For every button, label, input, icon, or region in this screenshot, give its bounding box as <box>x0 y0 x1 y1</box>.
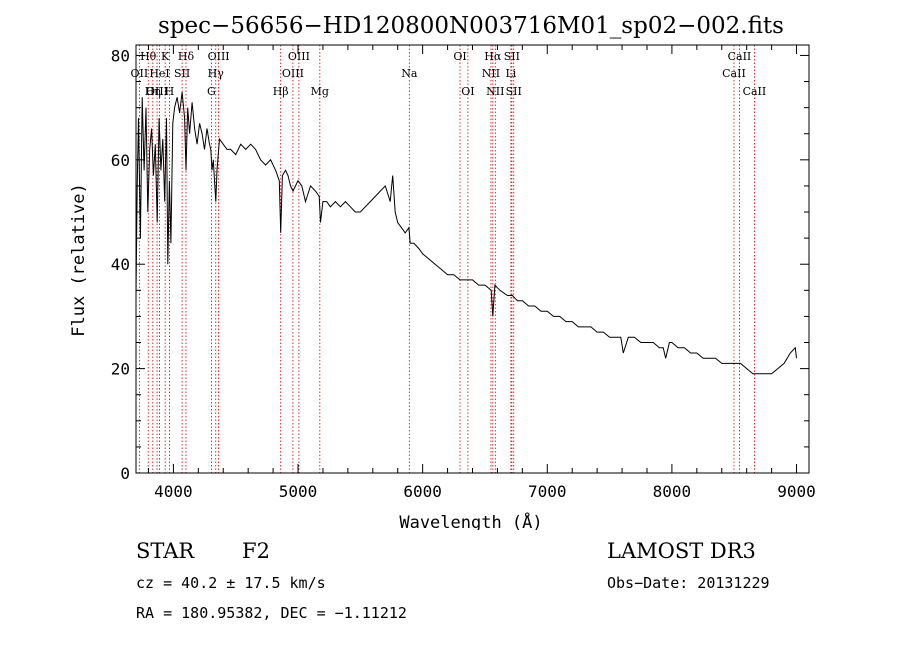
spectral-subclass: F2 <box>242 539 270 563</box>
emission-line-label: SII <box>174 67 190 80</box>
emission-line-label: K <box>161 50 170 63</box>
emission-line-label: Li <box>505 67 516 80</box>
emission-line-label: G <box>207 85 216 98</box>
survey-name: LAMOST DR3 <box>607 539 756 563</box>
object-type: STAR <box>136 539 195 563</box>
x-tick-label: 8000 <box>653 482 692 501</box>
x-tick-label: 7000 <box>528 482 567 501</box>
redshift-velocity: cz = 40.2 ± 17.5 km/s <box>136 574 326 592</box>
emission-line-label: OI <box>461 85 474 98</box>
emission-line-label: OII <box>131 67 149 80</box>
y-tick-label: 0 <box>120 464 130 483</box>
emission-line-label: SII <box>506 85 522 98</box>
emission-line-label: NII <box>486 85 504 98</box>
y-tick-label: 40 <box>111 255 130 274</box>
x-tick-label: 4000 <box>154 482 193 501</box>
emission-line-label: CaII <box>722 67 746 80</box>
plot-frame <box>135 44 810 474</box>
x-tick-label: 5000 <box>279 482 318 501</box>
emission-line-label: Hδ <box>178 50 195 63</box>
chart-title: spec−56656−HD120800N003716M01_sp02−002.f… <box>158 13 784 39</box>
emission-line-label: Hη <box>145 85 161 98</box>
x-axis-label: Wavelength (Å) <box>399 511 542 530</box>
y-axis-label: Flux (relative) <box>69 183 89 337</box>
emission-line-label: OI <box>453 50 466 63</box>
emission-line-label: OIII <box>282 67 304 80</box>
emission-line-label: SII <box>504 50 520 63</box>
emission-line-label: Hα <box>484 50 502 63</box>
y-axis: 0 20 40 60 80 <box>111 46 809 483</box>
emission-line-label: Hθ <box>140 50 157 63</box>
x-tick-label: 6000 <box>403 482 442 501</box>
spectrum-line <box>135 91 797 375</box>
y-tick-label: 60 <box>111 151 130 170</box>
spectrum-series <box>135 91 797 375</box>
coordinates: RA = 180.95382, DEC = −1.11212 <box>136 604 407 622</box>
y-tick-label: 20 <box>111 360 130 379</box>
emission-line-label: OIII <box>208 50 230 63</box>
x-axis: 4000 5000 6000 7000 8000 9000 <box>147 45 816 501</box>
spectrum-chart: 4000 5000 6000 7000 8000 9000 0 20 40 60 80 Hθ OII… <box>69 13 816 530</box>
emission-line-label: Mg <box>311 85 329 98</box>
emission-line-label: CaII <box>728 50 752 63</box>
emission-line-label: Hγ <box>208 67 225 80</box>
emission-line-label: OIII <box>288 50 310 63</box>
observation-date: Obs−Date: 20131229 <box>607 574 770 592</box>
y-tick-label: 80 <box>111 46 130 65</box>
emission-line-label: H <box>165 85 175 98</box>
emission-line-label: CaII <box>743 85 767 98</box>
emission-line-label: NII <box>482 67 500 80</box>
emission-line-label: HeI <box>149 67 169 80</box>
emission-line-label: Na <box>401 67 418 80</box>
emission-line-label: Hβ <box>273 85 289 98</box>
emission-line-label: OIII <box>146 85 168 98</box>
emission-line-markers <box>138 45 755 473</box>
x-tick-label: 9000 <box>777 482 816 501</box>
